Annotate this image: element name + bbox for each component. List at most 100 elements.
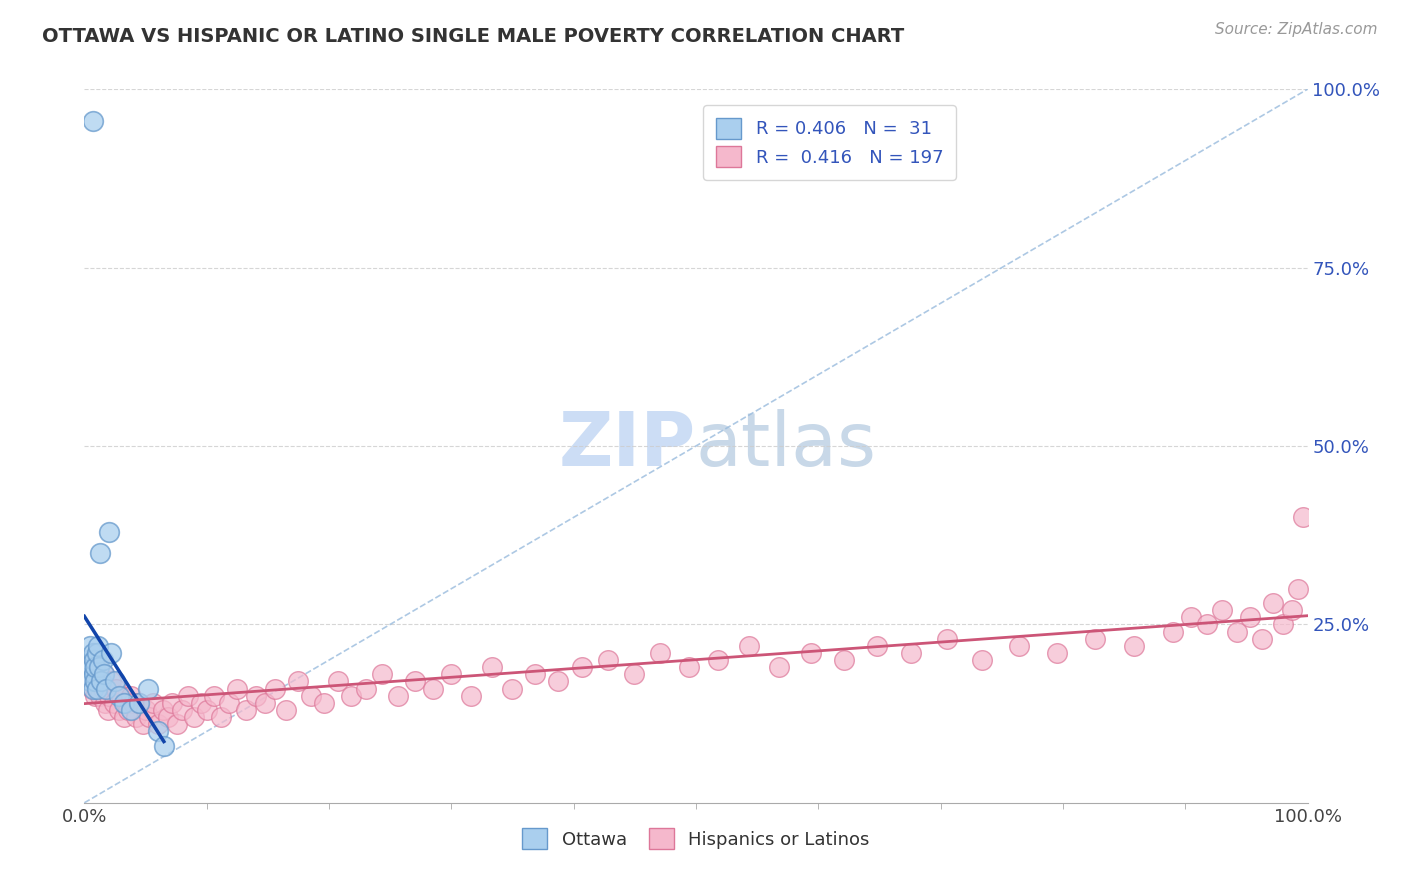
Point [623, 667, 645, 681]
Point [94, 696, 117, 710]
Point [112, 696, 135, 710]
Point [314, 696, 336, 710]
Point [650, 646, 672, 660]
Point [77, 674, 100, 689]
Point [120, 689, 142, 703]
Point [287, 674, 309, 689]
Point [195, 703, 218, 717]
Point [104, 674, 127, 689]
Point [935, 632, 957, 646]
Point [1084, 632, 1107, 646]
Point [107, 703, 129, 717]
Point [83, 667, 105, 681]
Point [117, 703, 139, 717]
Point [340, 689, 363, 703]
Point [84, 660, 107, 674]
Text: ZIP: ZIP [558, 409, 696, 483]
Point [547, 674, 569, 689]
Point [218, 696, 240, 710]
Point [77, 653, 100, 667]
Point [97, 689, 120, 703]
Point [132, 717, 155, 731]
Point [832, 653, 855, 667]
Point [177, 689, 200, 703]
Point [254, 696, 277, 710]
Point [96, 681, 118, 696]
Point [107, 689, 129, 703]
Point [90, 674, 112, 689]
Point [128, 696, 150, 710]
Point [1239, 610, 1261, 624]
Point [97, 703, 120, 717]
Point [120, 703, 142, 717]
Point [370, 667, 392, 681]
Point [1286, 582, 1309, 596]
Point [110, 689, 132, 703]
Point [1226, 624, 1249, 639]
Point [125, 710, 148, 724]
Point [96, 681, 118, 696]
Point [82, 114, 104, 128]
Point [84, 689, 107, 703]
Point [79, 667, 101, 681]
Text: OTTAWA VS HISPANIC OR LATINO SINGLE MALE POVERTY CORRELATION CHART: OTTAWA VS HISPANIC OR LATINO SINGLE MALE… [42, 27, 904, 45]
Point [105, 681, 128, 696]
Point [87, 660, 110, 674]
Point [299, 689, 322, 703]
Point [1292, 510, 1315, 524]
Point [86, 667, 108, 681]
Point [800, 646, 823, 660]
Point [1197, 617, 1219, 632]
Point [122, 696, 145, 710]
Point [183, 710, 205, 724]
Point [87, 653, 110, 667]
Point [89, 689, 111, 703]
Point [97, 524, 120, 539]
Point [460, 689, 482, 703]
Point [156, 710, 179, 724]
Point [1122, 639, 1144, 653]
Point [502, 681, 524, 696]
Point [142, 696, 165, 710]
Point [91, 681, 114, 696]
Point [93, 667, 115, 681]
Point [103, 696, 125, 710]
Point [1008, 639, 1031, 653]
Point [596, 653, 619, 667]
Point [166, 717, 188, 731]
Point [87, 681, 110, 696]
Point [86, 681, 108, 696]
Point [162, 696, 184, 710]
Point [83, 674, 105, 689]
Point [146, 717, 169, 731]
Point [481, 660, 503, 674]
Point [82, 646, 104, 660]
Point [93, 667, 115, 681]
Point [1211, 603, 1233, 617]
Point [146, 724, 169, 739]
Point [86, 646, 108, 660]
Point [1251, 632, 1274, 646]
Point [1180, 610, 1202, 624]
Point [404, 674, 426, 689]
Point [972, 653, 994, 667]
Point [115, 696, 138, 710]
Point [135, 703, 157, 717]
Point [79, 674, 101, 689]
Point [79, 639, 101, 653]
Point [87, 639, 110, 653]
Point [440, 667, 463, 681]
Point [264, 681, 287, 696]
Point [91, 653, 114, 667]
Point [90, 674, 112, 689]
Point [136, 681, 159, 696]
Point [276, 703, 298, 717]
Point [77, 667, 100, 681]
Point [768, 660, 790, 674]
Point [202, 689, 225, 703]
Text: Source: ZipAtlas.com: Source: ZipAtlas.com [1215, 22, 1378, 37]
Point [245, 689, 267, 703]
Point [83, 653, 105, 667]
Point [226, 681, 249, 696]
Point [900, 646, 922, 660]
